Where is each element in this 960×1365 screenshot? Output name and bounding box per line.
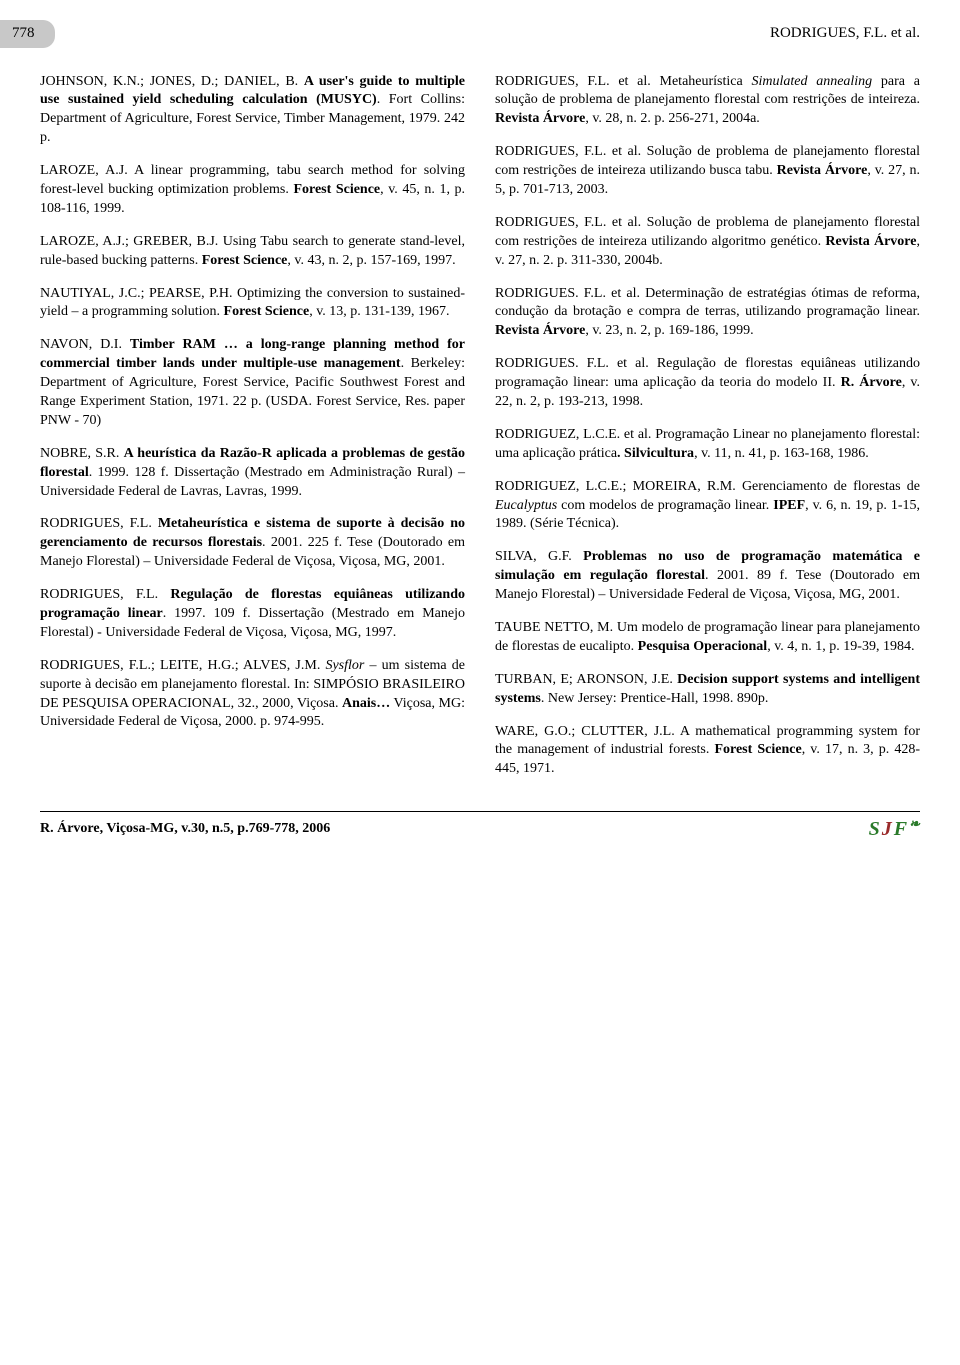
page-number-badge: 778 — [0, 20, 55, 48]
reference-entry: RODRIGUES, F.L. et al. Metaheurística Si… — [495, 73, 920, 130]
leaf-icon: ❧ — [909, 816, 920, 842]
reference-entry: TURBAN, E; ARONSON, J.E. Decision suppor… — [495, 671, 920, 709]
references-column-right: RODRIGUES, F.L. et al. Metaheurística Si… — [495, 73, 920, 794]
logo-letter: J — [882, 816, 892, 842]
logo-letter: F — [894, 816, 907, 842]
reference-entry: RODRIGUES. F.L. et al. Determinação de e… — [495, 285, 920, 342]
reference-entry: RODRIGUES, F.L. et al. Solução de proble… — [495, 143, 920, 200]
reference-entry: SILVA, G.F. Problemas no uso de programa… — [495, 548, 920, 605]
reference-entry: JOHNSON, K.N.; JONES, D.; DANIEL, B. A u… — [40, 73, 465, 149]
reference-entry: RODRIGUES, F.L.; LEITE, H.G.; ALVES, J.M… — [40, 657, 465, 733]
reference-entry: TAUBE NETTO, M. Um modelo de programação… — [495, 619, 920, 657]
page-footer: R. Árvore, Viçosa-MG, v.30, n.5, p.769-7… — [40, 811, 920, 842]
reference-entry: WARE, G.O.; CLUTTER, J.L. A mathematical… — [495, 723, 920, 780]
references-column-left: JOHNSON, K.N.; JONES, D.; DANIEL, B. A u… — [40, 73, 465, 794]
logo-letter: S — [869, 816, 880, 842]
page-number: 778 — [12, 25, 35, 41]
reference-entry: RODRIGUES, F.L. Regulação de florestas e… — [40, 586, 465, 643]
page-header: 778 RODRIGUES, F.L. et al. — [40, 20, 920, 48]
reference-entry: NAUTIYAL, J.C.; PEARSE, P.H. Optimizing … — [40, 285, 465, 323]
reference-entry: LAROZE, A.J. A linear programming, tabu … — [40, 162, 465, 219]
journal-logo: SJF❧ — [869, 816, 920, 842]
reference-entry: RODRIGUES, F.L. et al. Solução de proble… — [495, 214, 920, 271]
reference-entry: NAVON, D.I. Timber RAM … a long-range pl… — [40, 336, 465, 430]
reference-entry: RODRIGUEZ, L.C.E. et al. Programação Lin… — [495, 426, 920, 464]
footer-citation: R. Árvore, Viçosa-MG, v.30, n.5, p.769-7… — [40, 820, 330, 838]
reference-entry: NOBRE, S.R. A heurística da Razão-R apli… — [40, 445, 465, 502]
reference-entry: LAROZE, A.J.; GREBER, B.J. Using Tabu se… — [40, 233, 465, 271]
reference-entry: RODRIGUEZ, L.C.E.; MOREIRA, R.M. Gerenci… — [495, 478, 920, 535]
reference-entry: RODRIGUES. F.L. et al. Regulação de flor… — [495, 355, 920, 412]
references-columns: JOHNSON, K.N.; JONES, D.; DANIEL, B. A u… — [40, 73, 920, 794]
running-head: RODRIGUES, F.L. et al. — [770, 24, 920, 44]
reference-entry: RODRIGUES, F.L. Metaheurística e sistema… — [40, 515, 465, 572]
